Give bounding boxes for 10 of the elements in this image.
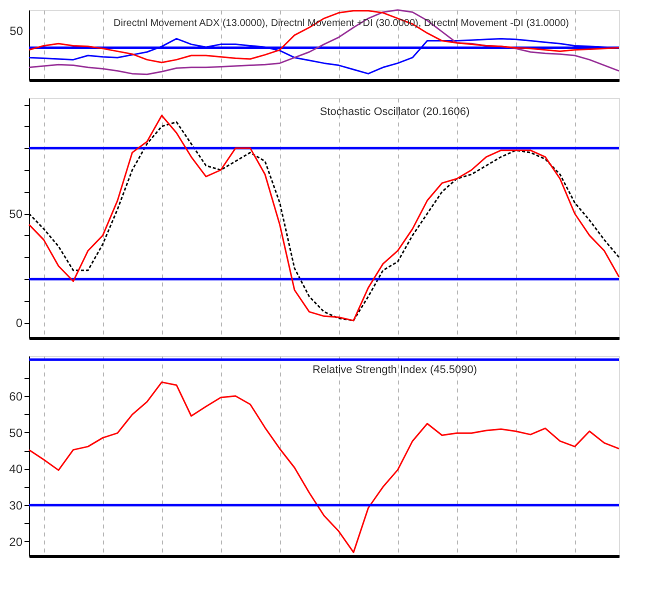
text: Relative Strength Index (45.5090) xyxy=(312,364,478,376)
y-tick-label: 50 xyxy=(9,426,23,440)
line-series xyxy=(28,381,620,554)
y-tick-label: 30 xyxy=(9,498,23,513)
y-tick-label: 60 xyxy=(9,390,23,404)
text: Stochastic Oscillator (20.1606) xyxy=(320,106,470,118)
y-tick-label: 40 xyxy=(9,462,23,476)
y-tick-label: 20 xyxy=(9,534,23,549)
y-tick-label: 0 xyxy=(16,316,23,330)
y-tick-label: 50 xyxy=(9,207,23,222)
